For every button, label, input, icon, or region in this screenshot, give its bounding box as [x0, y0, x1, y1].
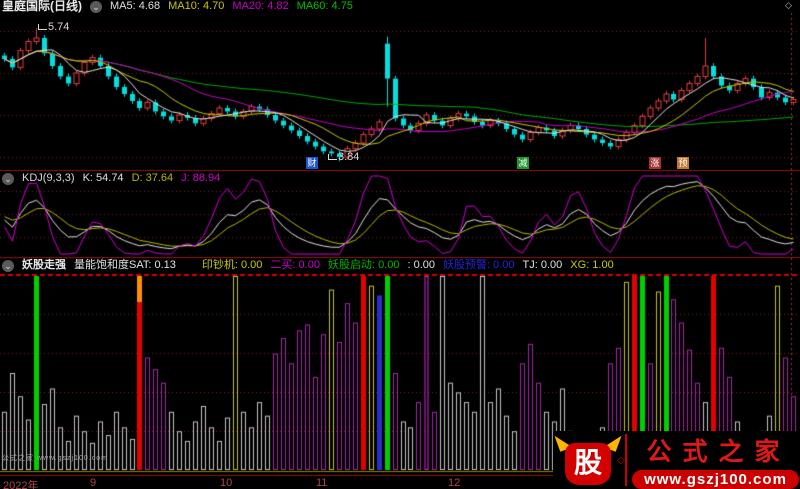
logo-url: www.gszj100.com	[632, 469, 799, 489]
ma20-label: MA20: 4.82	[232, 0, 289, 12]
indicator-name: 妖股走强	[22, 259, 66, 271]
chevron-down-icon[interactable]: ⌄	[2, 259, 14, 272]
corner-diamond-icon: ◇	[785, 0, 792, 10]
ma5-label: MA5: 4.68	[110, 0, 161, 12]
x-axis-label-year: 2022年	[3, 480, 39, 489]
logo-title: 公式之家	[646, 438, 791, 466]
ma10-label: MA10: 4.70	[168, 0, 225, 12]
indicator-sat-value: 量能饱和度SAT: 0.13	[74, 259, 176, 271]
chevron-down-icon[interactable]: ⌄	[90, 0, 102, 13]
x-axis-label-10: 10	[220, 477, 233, 489]
kdj-header: ⌄ KDJ(9,3,3) K: 54.74 D: 37.64 J: 88.94	[2, 172, 220, 185]
kdj-k-value: K: 54.74	[82, 172, 124, 184]
indicator-xg-value: XG: 1.00	[570, 259, 614, 271]
indicator-ermai-value: 二买: 0.00	[270, 259, 320, 271]
logo-divider	[625, 434, 627, 486]
low-price-label: 3.84	[328, 151, 359, 163]
kdj-name: KDJ(9,3,3)	[22, 172, 75, 184]
site-logo: 股 ◇ 公式之家 www.gszj100.com	[553, 431, 800, 489]
indicator-header: ⌄ 妖股走强 量能饱和度SAT: 0.13 印钞机: 0.00 二买: 0.00…	[2, 259, 614, 272]
x-axis-label-9: 9	[90, 477, 97, 489]
marker-zhang: 涨	[649, 157, 661, 169]
marker-yu: 预	[677, 157, 689, 169]
kdj-j-value: J: 88.94	[181, 172, 221, 184]
stock-title: 皇庭国际(日线)	[2, 0, 82, 13]
watermark-text: 公式之家 www.gszj100.com	[2, 455, 108, 462]
indicator-yinchaoji-value: 印钞机: 0.00	[201, 259, 263, 271]
low-tick-line	[328, 154, 337, 161]
logo-symbol: 股	[565, 443, 611, 485]
indicator-tj-value: TJ: 0.00	[522, 259, 563, 271]
marker-cai: 财	[306, 157, 318, 169]
x-axis-label-11: 11	[316, 477, 328, 489]
main-chart-header: 皇庭国际(日线) ⌄ MA5: 4.68 MA10: 4.70 MA20: 4.…	[2, 0, 353, 13]
x-axis-label-12: 12	[448, 477, 461, 489]
high-tick-line	[38, 24, 47, 31]
marker-jian: 减	[517, 157, 529, 169]
logo-diamond-icon: ◇	[617, 455, 625, 466]
bull-logo-icon: 股	[553, 431, 623, 488]
kdj-d-value: D: 37.64	[131, 172, 174, 184]
logo-text-block: 公式之家 www.gszj100.com	[631, 432, 800, 489]
indicator-qidong-value: 妖股启动: 0.00	[327, 259, 400, 271]
indicator-yujing-value: 妖股预警: 0.00	[443, 259, 515, 271]
chevron-down-icon[interactable]: ⌄	[2, 172, 14, 185]
high-price-label: 5.74	[38, 21, 69, 33]
ma60-label: MA60: 4.75	[296, 0, 353, 12]
indicator-extra-value: : 0.00	[407, 259, 436, 271]
